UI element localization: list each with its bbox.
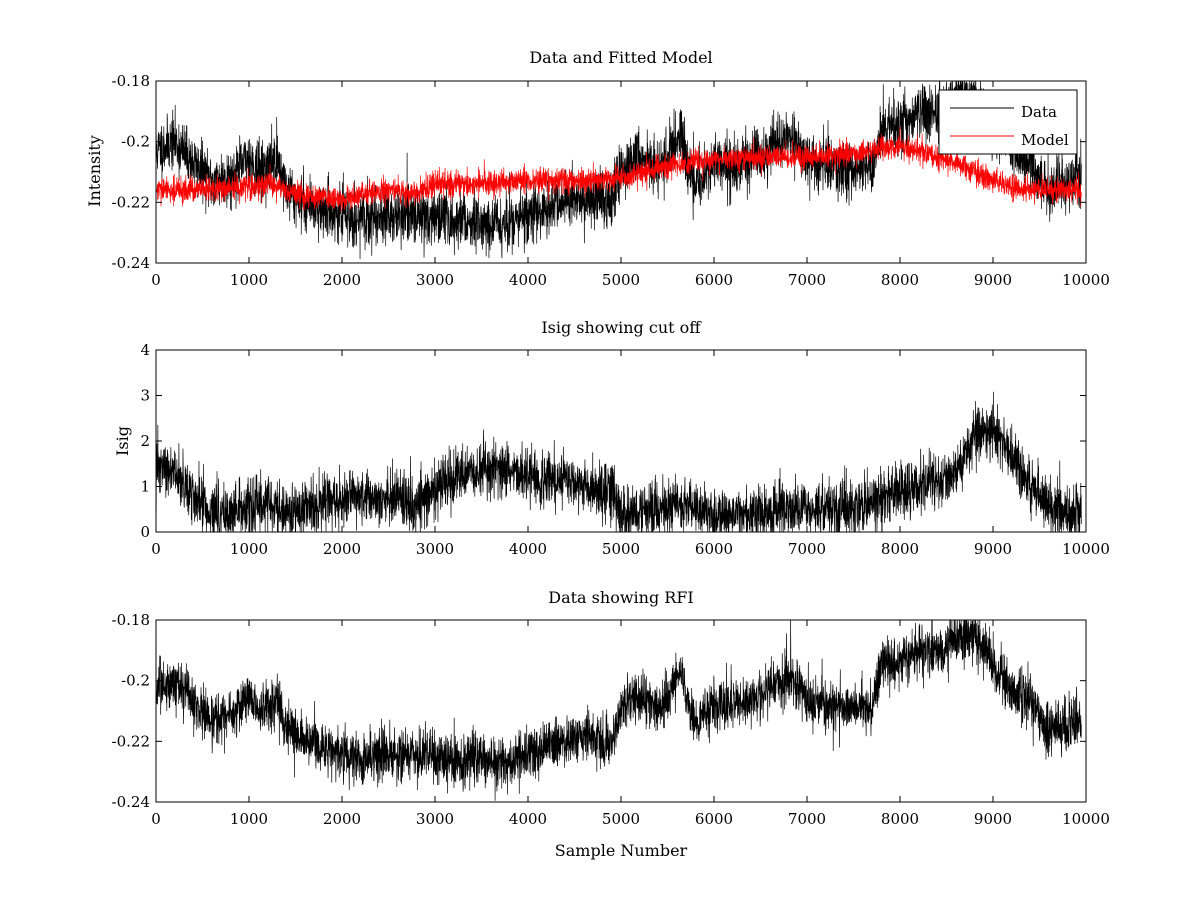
panel-3-xtick-label: 10000 <box>1062 810 1110 828</box>
panel-3-xtick-label: 2000 <box>323 810 361 828</box>
panel-2-xtick-label: 10000 <box>1062 540 1110 558</box>
panel-3-xtick-label: 4000 <box>509 810 547 828</box>
panel-1-ytick-label: -0.22 <box>112 193 150 211</box>
panel-1-xtick-label: 4000 <box>509 271 547 289</box>
panel-2-frame <box>155 349 1087 533</box>
panel-3-xtick-label: 6000 <box>695 810 733 828</box>
legend-box <box>938 89 1078 155</box>
panel-1-xtick-label: 9000 <box>974 271 1012 289</box>
panel-2-xtick-label: 7000 <box>788 540 826 558</box>
panel-3-title: Data showing RFI <box>548 588 693 607</box>
panel-2-ytick-label: 0 <box>140 523 150 541</box>
panel-isig: Isig showing cut off Isig 0 1000 2000 3000 4… <box>113 318 1110 558</box>
panel-2-series-isig <box>156 391 1082 532</box>
panel-2-ytick-label: 1 <box>140 478 150 496</box>
panel-1-ticks: 0 1000 2000 3000 4000 5000 6000 7000 8000 9000 100… <box>112 72 1110 289</box>
panel-1-xtick-label: 5000 <box>602 271 640 289</box>
panel-3-ytick-label: -0.24 <box>112 793 150 811</box>
panel-1-xtick-label: 3000 <box>416 271 454 289</box>
panel-3-xtick-label: 0 <box>151 810 161 828</box>
panel-2-xtick-label: 8000 <box>881 540 919 558</box>
panel-1-series <box>156 81 1082 260</box>
panel-2-ytick-label: 2 <box>140 432 150 450</box>
panel-1-ylabel: Intensity <box>85 135 104 207</box>
panel-2-xtick-label: 2000 <box>323 540 361 558</box>
panel-2-xtick-label: 4000 <box>509 540 547 558</box>
legend-data-label: Data <box>1021 103 1057 121</box>
panel-1-xtick-label: 0 <box>151 271 161 289</box>
panel-3-xtick-label: 8000 <box>881 810 919 828</box>
panel-1-xtick-label: 6000 <box>695 271 733 289</box>
panel-data-and-model: Data and Fitted Model Intensity 0 1000 200… <box>85 48 1110 289</box>
panel-3-xlabel: Sample Number <box>555 841 688 860</box>
panel-1-xtick-label: 2000 <box>323 271 361 289</box>
panel-1-series-model <box>156 126 1082 213</box>
panel-3-xtick-label: 3000 <box>416 810 454 828</box>
panel-1-xtick-label: 8000 <box>881 271 919 289</box>
panel-3-xtick-label: 5000 <box>602 810 640 828</box>
panel-2-ytick-label: 3 <box>140 387 150 405</box>
panel-3-xtick-label: 9000 <box>974 810 1012 828</box>
panel-3-xtick-label: 7000 <box>788 810 826 828</box>
panel-2-ylabel: Isig <box>113 426 132 456</box>
panel-2-series <box>156 391 1082 532</box>
panel-3-ytick-label: -0.2 <box>121 672 150 690</box>
panel-1-ytick-label: -0.18 <box>112 72 150 90</box>
panel-1-xtick-label: 10000 <box>1062 271 1110 289</box>
panel-1-frame <box>155 80 1087 264</box>
panel-3-ytick-label: -0.22 <box>112 732 150 750</box>
panel-2-xtick-label: 1000 <box>230 540 268 558</box>
panel-data-rfi: Data showing RFI 0 1000 2000 3000 4000 5000 60… <box>112 588 1110 860</box>
legend: Data Model <box>938 89 1078 155</box>
panel-3-series <box>156 620 1082 801</box>
panel-2-ticks: 0 1000 2000 3000 4000 5000 6000 7000 8000 9000 100… <box>140 341 1109 558</box>
panel-2-xtick-label: 0 <box>151 540 161 558</box>
panel-1-xtick-label: 1000 <box>230 271 268 289</box>
panel-1-ytick-label: -0.2 <box>121 133 150 151</box>
panel-3-ytick-label: -0.18 <box>112 611 150 629</box>
panel-2-xtick-label: 9000 <box>974 540 1012 558</box>
panel-1-series-data <box>156 81 1082 260</box>
panel-3-series-data <box>156 620 1082 801</box>
panel-2-ytick-label: 4 <box>140 341 150 359</box>
panel-3-ticks: 0 1000 2000 3000 4000 5000 6000 7000 8000 9000 100… <box>112 611 1110 828</box>
panel-3-xtick-label: 1000 <box>230 810 268 828</box>
panel-3-frame <box>155 619 1087 803</box>
panel-1-ytick-label: -0.24 <box>112 254 150 272</box>
panel-2-xtick-label: 5000 <box>602 540 640 558</box>
panel-2-xtick-label: 6000 <box>695 540 733 558</box>
legend-model-label: Model <box>1021 131 1069 149</box>
panel-2-title: Isig showing cut off <box>541 318 702 337</box>
panel-1-title: Data and Fitted Model <box>529 48 712 67</box>
panel-2-xtick-label: 3000 <box>416 540 454 558</box>
panel-1-xtick-label: 7000 <box>788 271 826 289</box>
